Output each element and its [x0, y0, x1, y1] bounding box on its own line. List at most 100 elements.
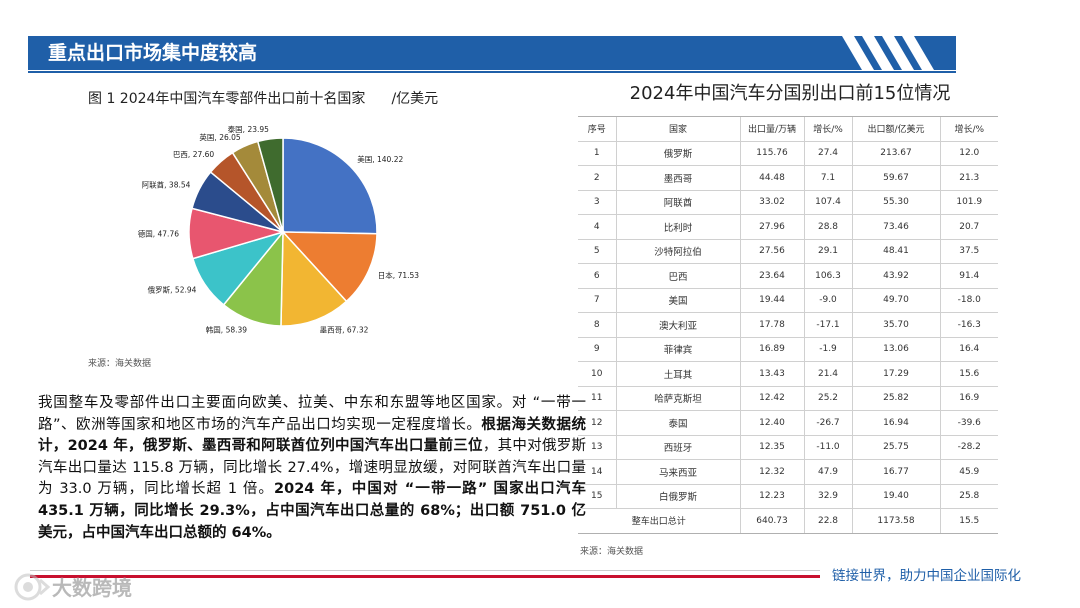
- table-row: 8 澳大利亚 17.78 -17.1 35.70 -16.3: [578, 312, 998, 338]
- rank-cell: 6: [578, 263, 616, 289]
- val-growth-cell: 16.4: [939, 337, 998, 362]
- value-cell: 25.75: [851, 435, 940, 460]
- volume-cell: 33.02: [739, 190, 804, 215]
- footer-divider-red: [30, 575, 820, 578]
- vol-growth-cell: -1.9: [803, 337, 852, 362]
- pie-label-7: 巴西, 27.60: [173, 150, 214, 159]
- val-growth-cell: 45.9: [939, 459, 998, 485]
- val-growth-cell: -18.0: [939, 288, 998, 313]
- table-row: 6 巴西 23.64 106.3 43.92 91.4: [578, 263, 998, 289]
- pie-chart-unit: /亿美元: [391, 91, 439, 107]
- summary-paragraph: 我国整车及零部件出口主要面向欧美、拉美、中东和东盟等地区国家。对 “一带一路”、…: [38, 395, 587, 541]
- val-growth-cell: 16.9: [939, 386, 998, 411]
- table-row: 9 菲律宾 16.89 -1.9 13.06 16.4: [578, 337, 998, 362]
- volume-cell: 44.48: [739, 165, 804, 191]
- rank-cell: 4: [578, 214, 616, 240]
- table-row: 5 沙特阿拉伯 27.56 29.1 48.41 37.5: [578, 239, 998, 264]
- value-cell: 48.41: [851, 239, 940, 264]
- summary-highlight-2: 2024 年，中国对 “一带一路” 国家出口汽车 435.1 万辆，同比增长 2…: [38, 481, 586, 541]
- val-growth-cell: 15.6: [939, 361, 998, 387]
- vol-growth-cell: 47.9: [803, 459, 852, 485]
- rank-cell: 13: [578, 435, 616, 460]
- val-growth-cell: 101.9: [939, 190, 998, 215]
- col-volume-header: 出口量/万辆: [739, 116, 804, 142]
- vol-growth-cell: 29.1: [803, 239, 852, 264]
- table-row: 3 阿联酋 33.02 107.4 55.30 101.9: [578, 190, 998, 215]
- val-growth-cell: 20.7: [939, 214, 998, 240]
- value-cell: 59.67: [851, 165, 940, 191]
- country-cell: 巴西: [615, 263, 740, 289]
- table-row: 14 马来西亚 12.32 47.9 16.77 45.9: [578, 459, 998, 485]
- vol-growth-cell: 28.8: [803, 214, 852, 240]
- val-growth-cell: -28.2: [939, 435, 998, 460]
- pie-source-note: 来源：海关数据: [88, 359, 152, 369]
- table-source-note: 来源：海关数据: [580, 547, 644, 557]
- value-cell: 25.82: [851, 386, 940, 411]
- col-country-header: 国家: [615, 116, 740, 142]
- volume-cell: 19.44: [739, 288, 804, 313]
- rank-cell: 5: [578, 239, 616, 264]
- header-bar: 重点出口市场集中度较高: [28, 36, 956, 70]
- table-row: 2 墨西哥 44.48 7.1 59.67 21.3: [578, 165, 998, 191]
- table-row: 11 哈萨克斯坦 12.42 25.2 25.82 16.9: [578, 386, 998, 411]
- export-ranking-table: 序号 国家 出口量/万辆 增长/% 出口额/亿美元 增长/% 1 俄罗斯 115.7…: [578, 116, 998, 534]
- logo-watermark-text: 大数跨境: [52, 576, 132, 600]
- value-cell: 19.40: [851, 484, 940, 509]
- pie-chart-title: 图 1 2024年中国汽车零部件出口前十名国家/亿美元: [88, 91, 439, 107]
- volume-cell: 12.42: [739, 386, 804, 411]
- vol-growth-cell: -9.0: [803, 288, 852, 313]
- value-cell: 16.94: [851, 410, 940, 436]
- page-title: 重点出口市场集中度较高: [48, 42, 258, 64]
- vol-growth-cell: 106.3: [803, 263, 852, 289]
- country-cell: 俄罗斯: [615, 141, 740, 166]
- value-cell: 55.30: [851, 190, 940, 215]
- volume-cell: 12.23: [739, 484, 804, 509]
- country-cell: 哈萨克斯坦: [615, 386, 740, 411]
- volume-cell: 13.43: [739, 361, 804, 387]
- val-growth-cell: -39.6: [939, 410, 998, 436]
- value-cell: 43.92: [851, 263, 940, 289]
- col-val-growth-header: 增长/%: [939, 116, 998, 142]
- rank-cell: 11: [578, 386, 616, 411]
- value-cell: 17.29: [851, 361, 940, 387]
- pie-label-1: 日本, 71.53: [378, 270, 419, 280]
- table-row: 1 俄罗斯 115.76 27.4 213.67 12.0: [578, 141, 998, 166]
- vol-growth-cell: 32.9: [803, 484, 852, 509]
- volume-cell: 27.96: [739, 214, 804, 240]
- total-label-cell: 整车出口总计: [578, 508, 740, 534]
- footer-divider-grey: [30, 570, 820, 571]
- val-growth-cell: 12.0: [939, 141, 998, 166]
- total-volume-cell: 640.73: [739, 508, 804, 534]
- rank-cell: 12: [578, 410, 616, 436]
- volume-cell: 27.56: [739, 239, 804, 264]
- table-header-row: 序号 国家 出口量/万辆 增长/% 出口额/亿美元 增长/%: [578, 116, 998, 142]
- rank-cell: 7: [578, 288, 616, 313]
- table-row: 15 白俄罗斯 12.23 32.9 19.40 25.8: [578, 484, 998, 509]
- country-cell: 土耳其: [615, 361, 740, 387]
- total-val-growth-cell: 15.5: [939, 508, 998, 534]
- country-cell: 澳大利亚: [615, 312, 740, 338]
- country-cell: 泰国: [615, 410, 740, 436]
- col-rank-header: 序号: [578, 116, 616, 142]
- header-underline: [28, 71, 956, 73]
- country-cell: 阿联酋: [615, 190, 740, 215]
- table-row: 7 美国 19.44 -9.0 49.70 -18.0: [578, 288, 998, 313]
- table-row: 4 比利时 27.96 28.8 73.46 20.7: [578, 214, 998, 240]
- volume-cell: 23.64: [739, 263, 804, 289]
- vol-growth-cell: -26.7: [803, 410, 852, 436]
- value-cell: 213.67: [851, 141, 940, 166]
- pie-slice-0: [282, 137, 378, 235]
- rank-cell: 10: [578, 361, 616, 387]
- table-row: 13 西班牙 12.35 -11.0 25.75 -28.2: [578, 435, 998, 460]
- volume-cell: 17.78: [739, 312, 804, 338]
- col-value-header: 出口额/亿美元: [851, 116, 940, 142]
- vol-growth-cell: 21.4: [803, 361, 852, 387]
- country-cell: 菲律宾: [615, 337, 740, 362]
- pie-label-8: 英国, 26.05: [199, 132, 240, 142]
- val-growth-cell: 37.5: [939, 239, 998, 264]
- country-cell: 西班牙: [615, 435, 740, 460]
- volume-cell: 12.40: [739, 410, 804, 436]
- country-cell: 比利时: [615, 214, 740, 240]
- country-cell: 白俄罗斯: [615, 484, 740, 509]
- parts-export-pie-chart: 美国, 140.22 日本, 71.53 墨西哥, 67.32 韩国, 58.39 俄罗…: [138, 124, 420, 335]
